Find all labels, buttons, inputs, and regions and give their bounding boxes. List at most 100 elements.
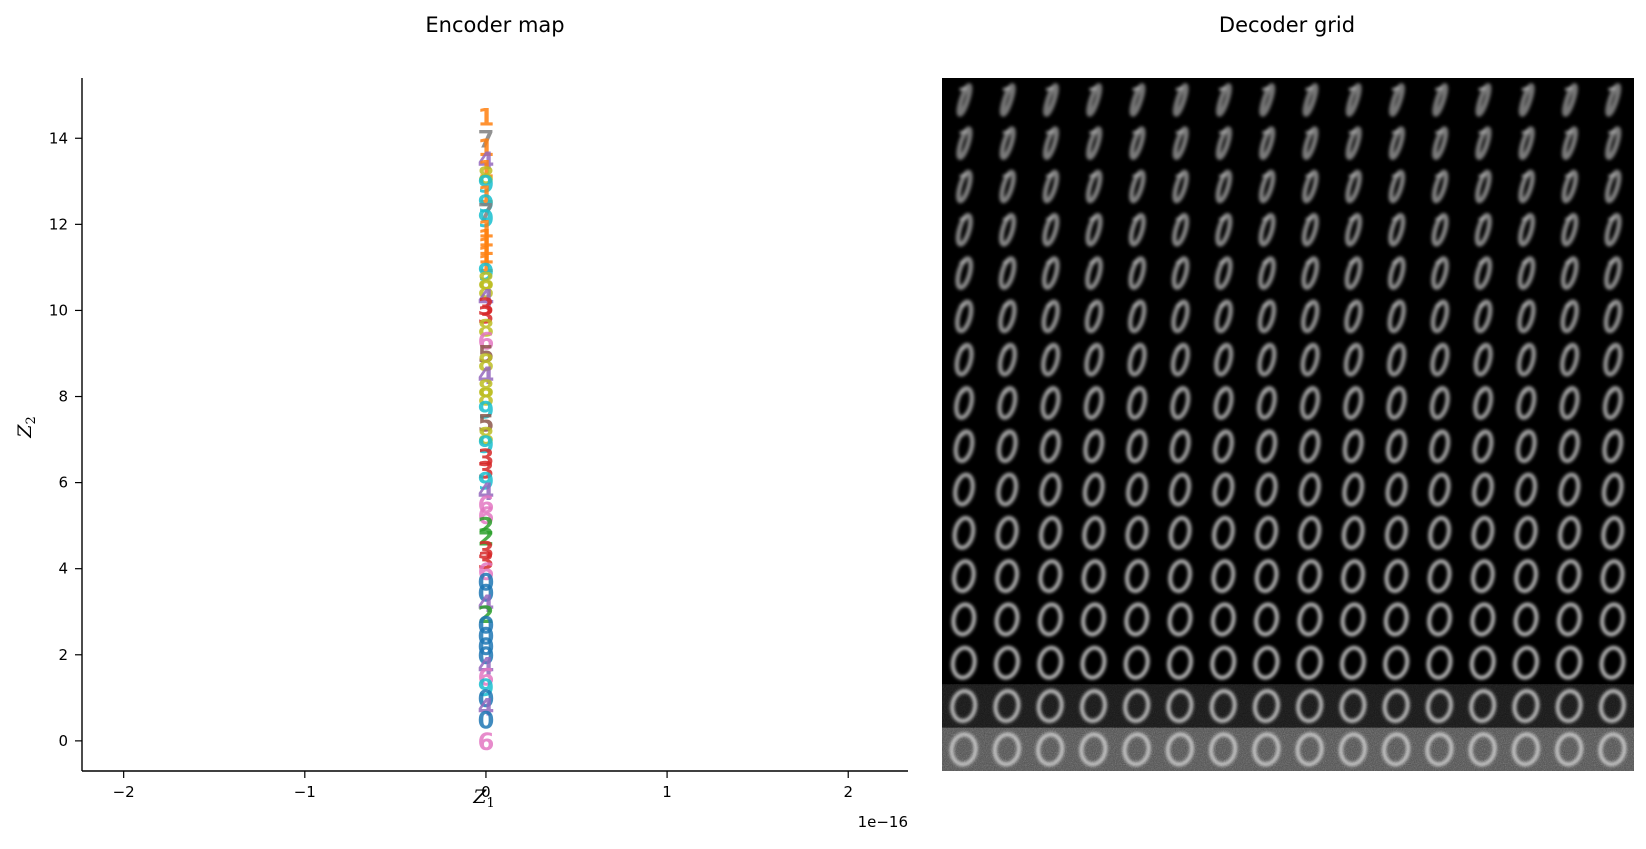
decoder-cell [1517, 256, 1536, 290]
scatter-point: 4 [478, 147, 495, 175]
scatter-point: 4 [478, 478, 495, 506]
decoder-cell [1605, 126, 1622, 161]
decoder-cell [1339, 689, 1367, 723]
decoder-cell [1431, 169, 1449, 204]
scatter-point: 6 [478, 491, 495, 519]
decoder-cell [1169, 429, 1191, 464]
x-tick-label: 2 [843, 783, 853, 801]
decoder-cell [1086, 126, 1103, 161]
decoder-cell [1300, 386, 1321, 420]
decoder-cell [1172, 83, 1189, 117]
decoder-cell [950, 689, 978, 723]
decoder-cell [956, 169, 973, 204]
scatter-point: 5 [478, 340, 495, 368]
decoder-cell [1253, 645, 1280, 680]
scatter-point: 0 [478, 612, 495, 640]
decoder-cell [1601, 472, 1624, 507]
decoder-cell [1511, 732, 1540, 767]
decoder-cell [1039, 472, 1062, 507]
decoder-cell [1603, 342, 1623, 377]
decoder-cell [1557, 559, 1582, 594]
scatter-point: 8 [478, 162, 495, 190]
decoder-cell [1085, 212, 1103, 247]
decoder-cell [1382, 732, 1411, 767]
decoder-cell [1338, 732, 1367, 767]
decoder-cell [1340, 645, 1366, 680]
decoder-cell [954, 342, 974, 377]
decoder-cell [1299, 429, 1321, 464]
decoder-cell [1212, 472, 1235, 507]
decoder-cell [1603, 299, 1623, 334]
decoder-cell [1172, 126, 1189, 161]
decoder-cell [1083, 386, 1104, 420]
decoder-cell [1296, 645, 1323, 680]
scatter-point: 1 [478, 155, 495, 183]
scatter-point: 3 [478, 293, 495, 321]
y-axis-ticks: 0 2 4 6 8 10 12 14 [49, 129, 82, 750]
decoder-cell [996, 429, 1018, 464]
decoder-cell [1562, 83, 1578, 117]
decoder-cell [1388, 126, 1406, 161]
decoder-cell [1474, 256, 1493, 290]
scatter-point: 6 [478, 558, 495, 586]
decoder-cell [1041, 256, 1060, 290]
decoder-cell [1302, 126, 1319, 161]
scatter-point: 0 [478, 622, 495, 650]
scatter-point: 7 [478, 198, 495, 226]
decoder-cell [1474, 212, 1492, 247]
decoder-cell [1169, 472, 1192, 507]
y-tick-label: 8 [58, 388, 68, 406]
decoder-cell [950, 645, 977, 680]
decoder-cell [1301, 212, 1319, 247]
y-tick-label: 4 [58, 560, 68, 578]
decoder-cell [998, 299, 1017, 334]
decoder-cell [1040, 386, 1061, 420]
decoder-cell [1385, 472, 1408, 507]
scatter-point: 8 [478, 267, 495, 295]
decoder-cell [1516, 342, 1537, 377]
decoder-cell [1259, 126, 1276, 161]
decoder-cell [1385, 515, 1408, 550]
decoder-cell [1345, 126, 1362, 161]
decoder-cell [997, 342, 1018, 377]
decoder-cell [1129, 83, 1146, 117]
decoder-cell [1079, 732, 1108, 767]
decoder-cell [1602, 386, 1623, 420]
decoder-cell [1475, 83, 1492, 117]
decoder-cell [1561, 126, 1579, 161]
decoder-cell [1167, 602, 1193, 637]
decoder-cell [1429, 429, 1451, 464]
decoder-cell [1037, 602, 1063, 637]
decoder-cell [1126, 429, 1148, 464]
decoder-cell [1128, 212, 1146, 247]
decoder-cell [1170, 386, 1191, 420]
decoder-cell [1518, 83, 1535, 117]
decoder-cell [955, 256, 974, 290]
decoder-cell [1258, 212, 1276, 247]
decoder-cell [1600, 602, 1625, 637]
decoder-cell [1472, 472, 1494, 507]
y-tick-label: 0 [58, 732, 68, 750]
decoder-cell [1342, 429, 1364, 464]
decoder-cell [1599, 645, 1626, 680]
scatter-point: 4 [478, 653, 495, 681]
decoder-cell [1599, 689, 1626, 723]
scatter-point: 0 [478, 569, 495, 597]
decoder-cell [1344, 212, 1363, 247]
decoder-cell [1343, 342, 1364, 377]
decoder-cell [1126, 472, 1148, 507]
x-axis-label: Z1 [472, 786, 494, 811]
decoder-cell [954, 299, 974, 334]
decoder-cell [1514, 559, 1539, 594]
x-tick-label: 0 [481, 783, 491, 801]
decoder-cell [1170, 342, 1191, 377]
decoder-cell [1343, 386, 1364, 420]
scatter-point: 1 [478, 104, 495, 132]
decoder-cell [1299, 472, 1321, 507]
scatter-point: 0 [478, 706, 495, 734]
decoder-cell [998, 256, 1017, 290]
decoder-cell [1037, 645, 1064, 680]
decoder-cell [1302, 83, 1319, 117]
scatter-point: 8 [478, 375, 495, 403]
